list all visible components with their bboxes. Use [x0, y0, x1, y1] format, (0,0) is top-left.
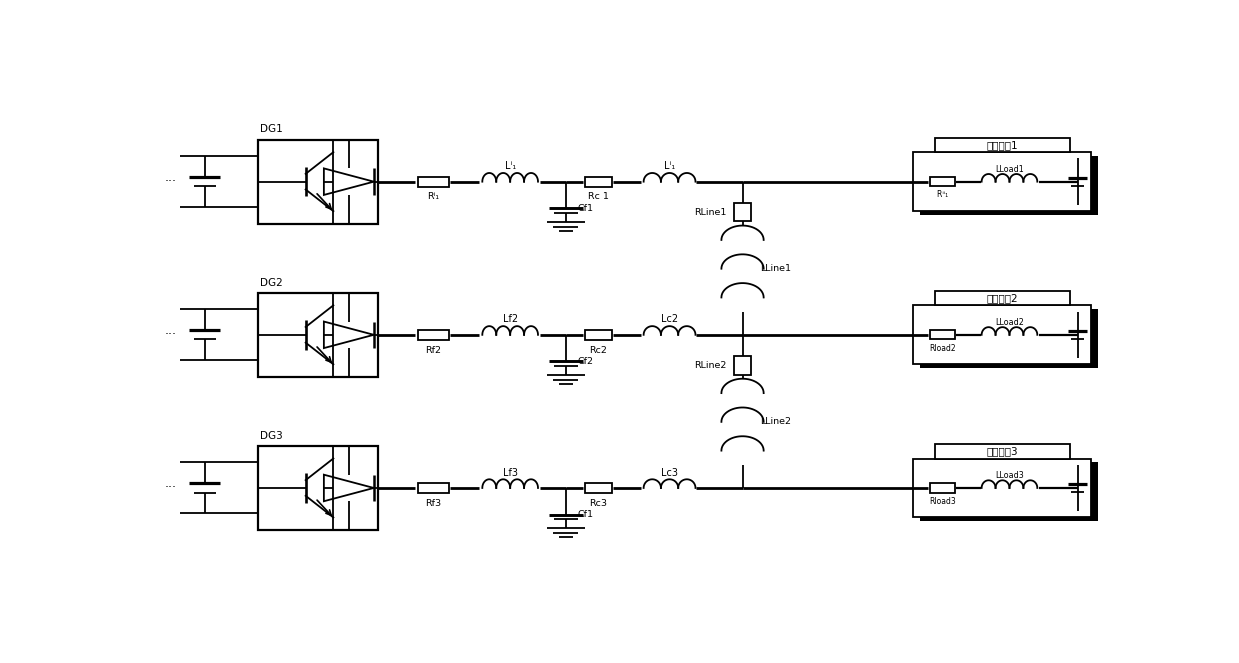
- Text: Lⁱ₁: Lⁱ₁: [504, 161, 515, 171]
- Bar: [929, 330, 955, 339]
- Bar: [733, 356, 751, 375]
- Text: Lf3: Lf3: [503, 467, 518, 477]
- Text: ···: ···: [165, 481, 176, 495]
- Bar: [733, 203, 751, 221]
- Text: LLine1: LLine1: [760, 264, 790, 273]
- Bar: [418, 483, 449, 493]
- Bar: [921, 462, 1098, 521]
- Text: Rf2: Rf2: [425, 345, 441, 355]
- Text: Rc2: Rc2: [590, 345, 607, 355]
- Text: RLine1: RLine1: [694, 208, 726, 217]
- Bar: [585, 483, 612, 493]
- Text: RLine2: RLine2: [694, 361, 726, 370]
- Text: Lⁱ₁: Lⁱ₁: [664, 161, 675, 171]
- Text: DG3: DG3: [260, 431, 284, 441]
- Text: LLoad3: LLoad3: [995, 471, 1023, 480]
- Text: Rf3: Rf3: [425, 499, 441, 508]
- Bar: [585, 177, 612, 186]
- Bar: [913, 306, 1092, 364]
- Bar: [258, 139, 378, 224]
- Text: Rⁱ₁: Rⁱ₁: [427, 192, 440, 202]
- Bar: [934, 444, 1069, 459]
- Text: Cf1: Cf1: [577, 204, 593, 213]
- Bar: [258, 292, 378, 377]
- Text: Lc3: Lc3: [662, 467, 678, 477]
- Bar: [929, 483, 955, 493]
- Bar: [585, 330, 612, 339]
- Bar: [418, 177, 449, 186]
- Text: ···: ···: [165, 328, 176, 341]
- Text: Lf2: Lf2: [503, 314, 518, 324]
- Text: Cf1: Cf1: [577, 511, 593, 519]
- Bar: [418, 330, 449, 339]
- Text: DG1: DG1: [260, 125, 284, 135]
- Bar: [934, 138, 1069, 152]
- Text: 本地负载2: 本地负载2: [986, 293, 1018, 303]
- Bar: [913, 459, 1092, 517]
- Text: Rⁱ⁠⁠⁠ⁱ₁: Rⁱ⁠⁠⁠ⁱ₁: [937, 190, 948, 200]
- Bar: [921, 309, 1098, 368]
- Text: ···: ···: [165, 175, 176, 188]
- Text: Rc3: Rc3: [590, 499, 607, 508]
- Bar: [929, 177, 955, 186]
- Bar: [913, 152, 1092, 211]
- Text: Rc 1: Rc 1: [589, 192, 608, 202]
- Text: LLoad2: LLoad2: [995, 318, 1023, 327]
- Text: 本地负载1: 本地负载1: [986, 140, 1018, 150]
- Text: Rload2: Rload2: [929, 343, 955, 353]
- Text: LLoad1: LLoad1: [995, 165, 1023, 174]
- Bar: [258, 446, 378, 530]
- Text: Cf2: Cf2: [577, 357, 593, 366]
- Bar: [934, 291, 1069, 306]
- Text: Lc2: Lc2: [660, 314, 678, 324]
- Text: LLine2: LLine2: [760, 417, 790, 426]
- Bar: [921, 156, 1098, 215]
- Text: 本地负载3: 本地负载3: [986, 446, 1018, 456]
- Text: DG2: DG2: [260, 278, 284, 288]
- Text: Rload3: Rload3: [929, 497, 955, 506]
